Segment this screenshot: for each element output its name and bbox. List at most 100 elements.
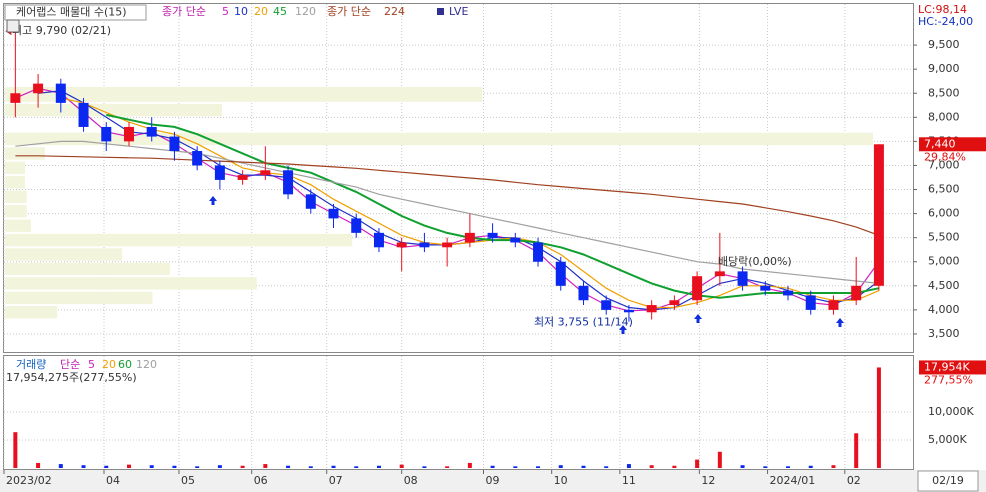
volume-ma-legend: 60 xyxy=(118,358,132,371)
volume-ma-legend: 120 xyxy=(136,358,157,371)
x-tick-label: 10 xyxy=(554,474,568,487)
volume-bar xyxy=(263,464,268,468)
volume-bar xyxy=(490,465,495,468)
volume-panel xyxy=(3,355,914,470)
plot-layer: 3,500 4,000 4,500 5,000 5,500 6,000 6,500 7,000… xyxy=(3,4,986,487)
y-tick-label: 10,000K xyxy=(928,405,974,418)
candle-body xyxy=(783,290,794,296)
volume-profile-bar xyxy=(5,190,27,203)
volume-bar xyxy=(445,466,450,468)
y-tick-label: 4,500 xyxy=(928,279,960,292)
ma-label: 종가 단순 xyxy=(327,5,371,18)
candle-body xyxy=(464,232,475,243)
y-tick-label: 7,000 xyxy=(928,158,960,171)
candle-body xyxy=(851,285,862,301)
dividend-label: 배당락(0,00%) xyxy=(718,255,792,268)
current-price-box xyxy=(919,137,986,152)
volume-bar xyxy=(36,462,41,468)
current-price-label: 7,440 xyxy=(924,137,956,150)
x-tick-label: 2023/02 xyxy=(6,474,52,487)
volume-profile-bar xyxy=(5,87,483,102)
candle-body xyxy=(123,126,134,142)
volume-profile-bar xyxy=(5,219,32,232)
volume-profile-bar xyxy=(5,262,170,276)
volume-bar xyxy=(876,367,881,468)
candle-body xyxy=(260,170,271,176)
legend-entry: 224 xyxy=(384,5,405,18)
volume-title: 거래량 xyxy=(16,358,46,371)
volume-bar xyxy=(604,466,609,468)
y-tick-label: 9,500 xyxy=(928,38,960,51)
buy-arrow xyxy=(836,318,844,327)
lve-swatch xyxy=(437,8,444,15)
candle-body xyxy=(555,261,566,286)
x-axis-bar xyxy=(0,470,986,492)
candle-body xyxy=(442,242,453,248)
candle-body xyxy=(669,300,680,306)
volume-profile-bar xyxy=(5,103,222,117)
candle-body xyxy=(533,242,544,262)
title-box xyxy=(4,4,147,21)
candle-body xyxy=(192,151,203,166)
volume-profile-bar xyxy=(5,176,25,189)
volume-ma-legend: 20 xyxy=(102,358,116,371)
y-tick-label: 8,000 xyxy=(928,110,960,123)
candle-body xyxy=(214,165,225,180)
candle-body xyxy=(510,237,521,243)
candle-body xyxy=(351,218,362,233)
volume-profile-bar xyxy=(5,147,45,160)
volume-bar xyxy=(808,465,813,468)
volume-ma-label: 단순 xyxy=(60,358,80,371)
volume-bar xyxy=(422,466,427,468)
buy-arrow xyxy=(209,196,217,205)
volume-bar xyxy=(240,465,245,468)
candle-body xyxy=(873,144,884,286)
current-volume-box xyxy=(919,360,986,375)
cursor-date-box xyxy=(917,470,979,492)
volume-bar xyxy=(695,459,700,468)
y-tick-label: 5,000 xyxy=(928,255,960,268)
candle-body xyxy=(55,83,66,103)
volume-bar xyxy=(104,465,109,468)
candle-body xyxy=(33,83,44,94)
volume-bar xyxy=(331,465,336,468)
legend-entry: 45 xyxy=(273,5,287,18)
current-change-label: 29,84% xyxy=(924,150,966,163)
ma-label: 종가 단순 xyxy=(162,5,206,18)
settings-icon[interactable] xyxy=(6,19,20,33)
volume-profile-bar xyxy=(5,161,25,175)
candle-body xyxy=(760,285,771,291)
volume-bar xyxy=(172,465,177,468)
lc-label: LC:98,14 xyxy=(918,3,967,16)
volume-profile-bar xyxy=(5,132,873,146)
chart-title: 케어랩스 매물대 수(15) xyxy=(16,6,127,19)
volume-profile-bar xyxy=(5,277,257,290)
volume-bar xyxy=(217,465,222,468)
volume-bar xyxy=(354,466,359,468)
legend-entry: 120 xyxy=(295,5,316,18)
volume-bar xyxy=(376,465,381,468)
candle-body xyxy=(623,309,634,313)
volume-bar xyxy=(786,466,791,468)
volume-bar xyxy=(536,466,541,468)
y-tick-label: 4,000 xyxy=(928,303,960,316)
volume-bar xyxy=(649,465,654,468)
signal-arrows xyxy=(209,196,844,334)
low-label: 최저 3,755 (11/14) xyxy=(534,316,633,329)
x-tick-label: 07 xyxy=(329,474,343,487)
candle-body xyxy=(714,271,725,277)
legend-entry: 5 xyxy=(222,5,229,18)
candle-body xyxy=(737,271,748,286)
current-volume-change: 277,55% xyxy=(924,373,973,386)
volume-info: 17,954,275주(277,55%) xyxy=(6,371,137,384)
cursor-date: 02/19 xyxy=(932,474,964,487)
high-label: 최고 9,790 (02/21) xyxy=(12,24,111,37)
hc-label: HC:-24,00 xyxy=(918,15,973,28)
x-tick-label: 05 xyxy=(181,474,195,487)
candle-body xyxy=(10,93,21,103)
x-tick-label: 02 xyxy=(847,474,861,487)
volume-bar xyxy=(626,464,631,468)
legend-entry: 20 xyxy=(254,5,268,18)
y-tick-label: 8,500 xyxy=(928,86,960,99)
candle-body xyxy=(805,295,816,310)
